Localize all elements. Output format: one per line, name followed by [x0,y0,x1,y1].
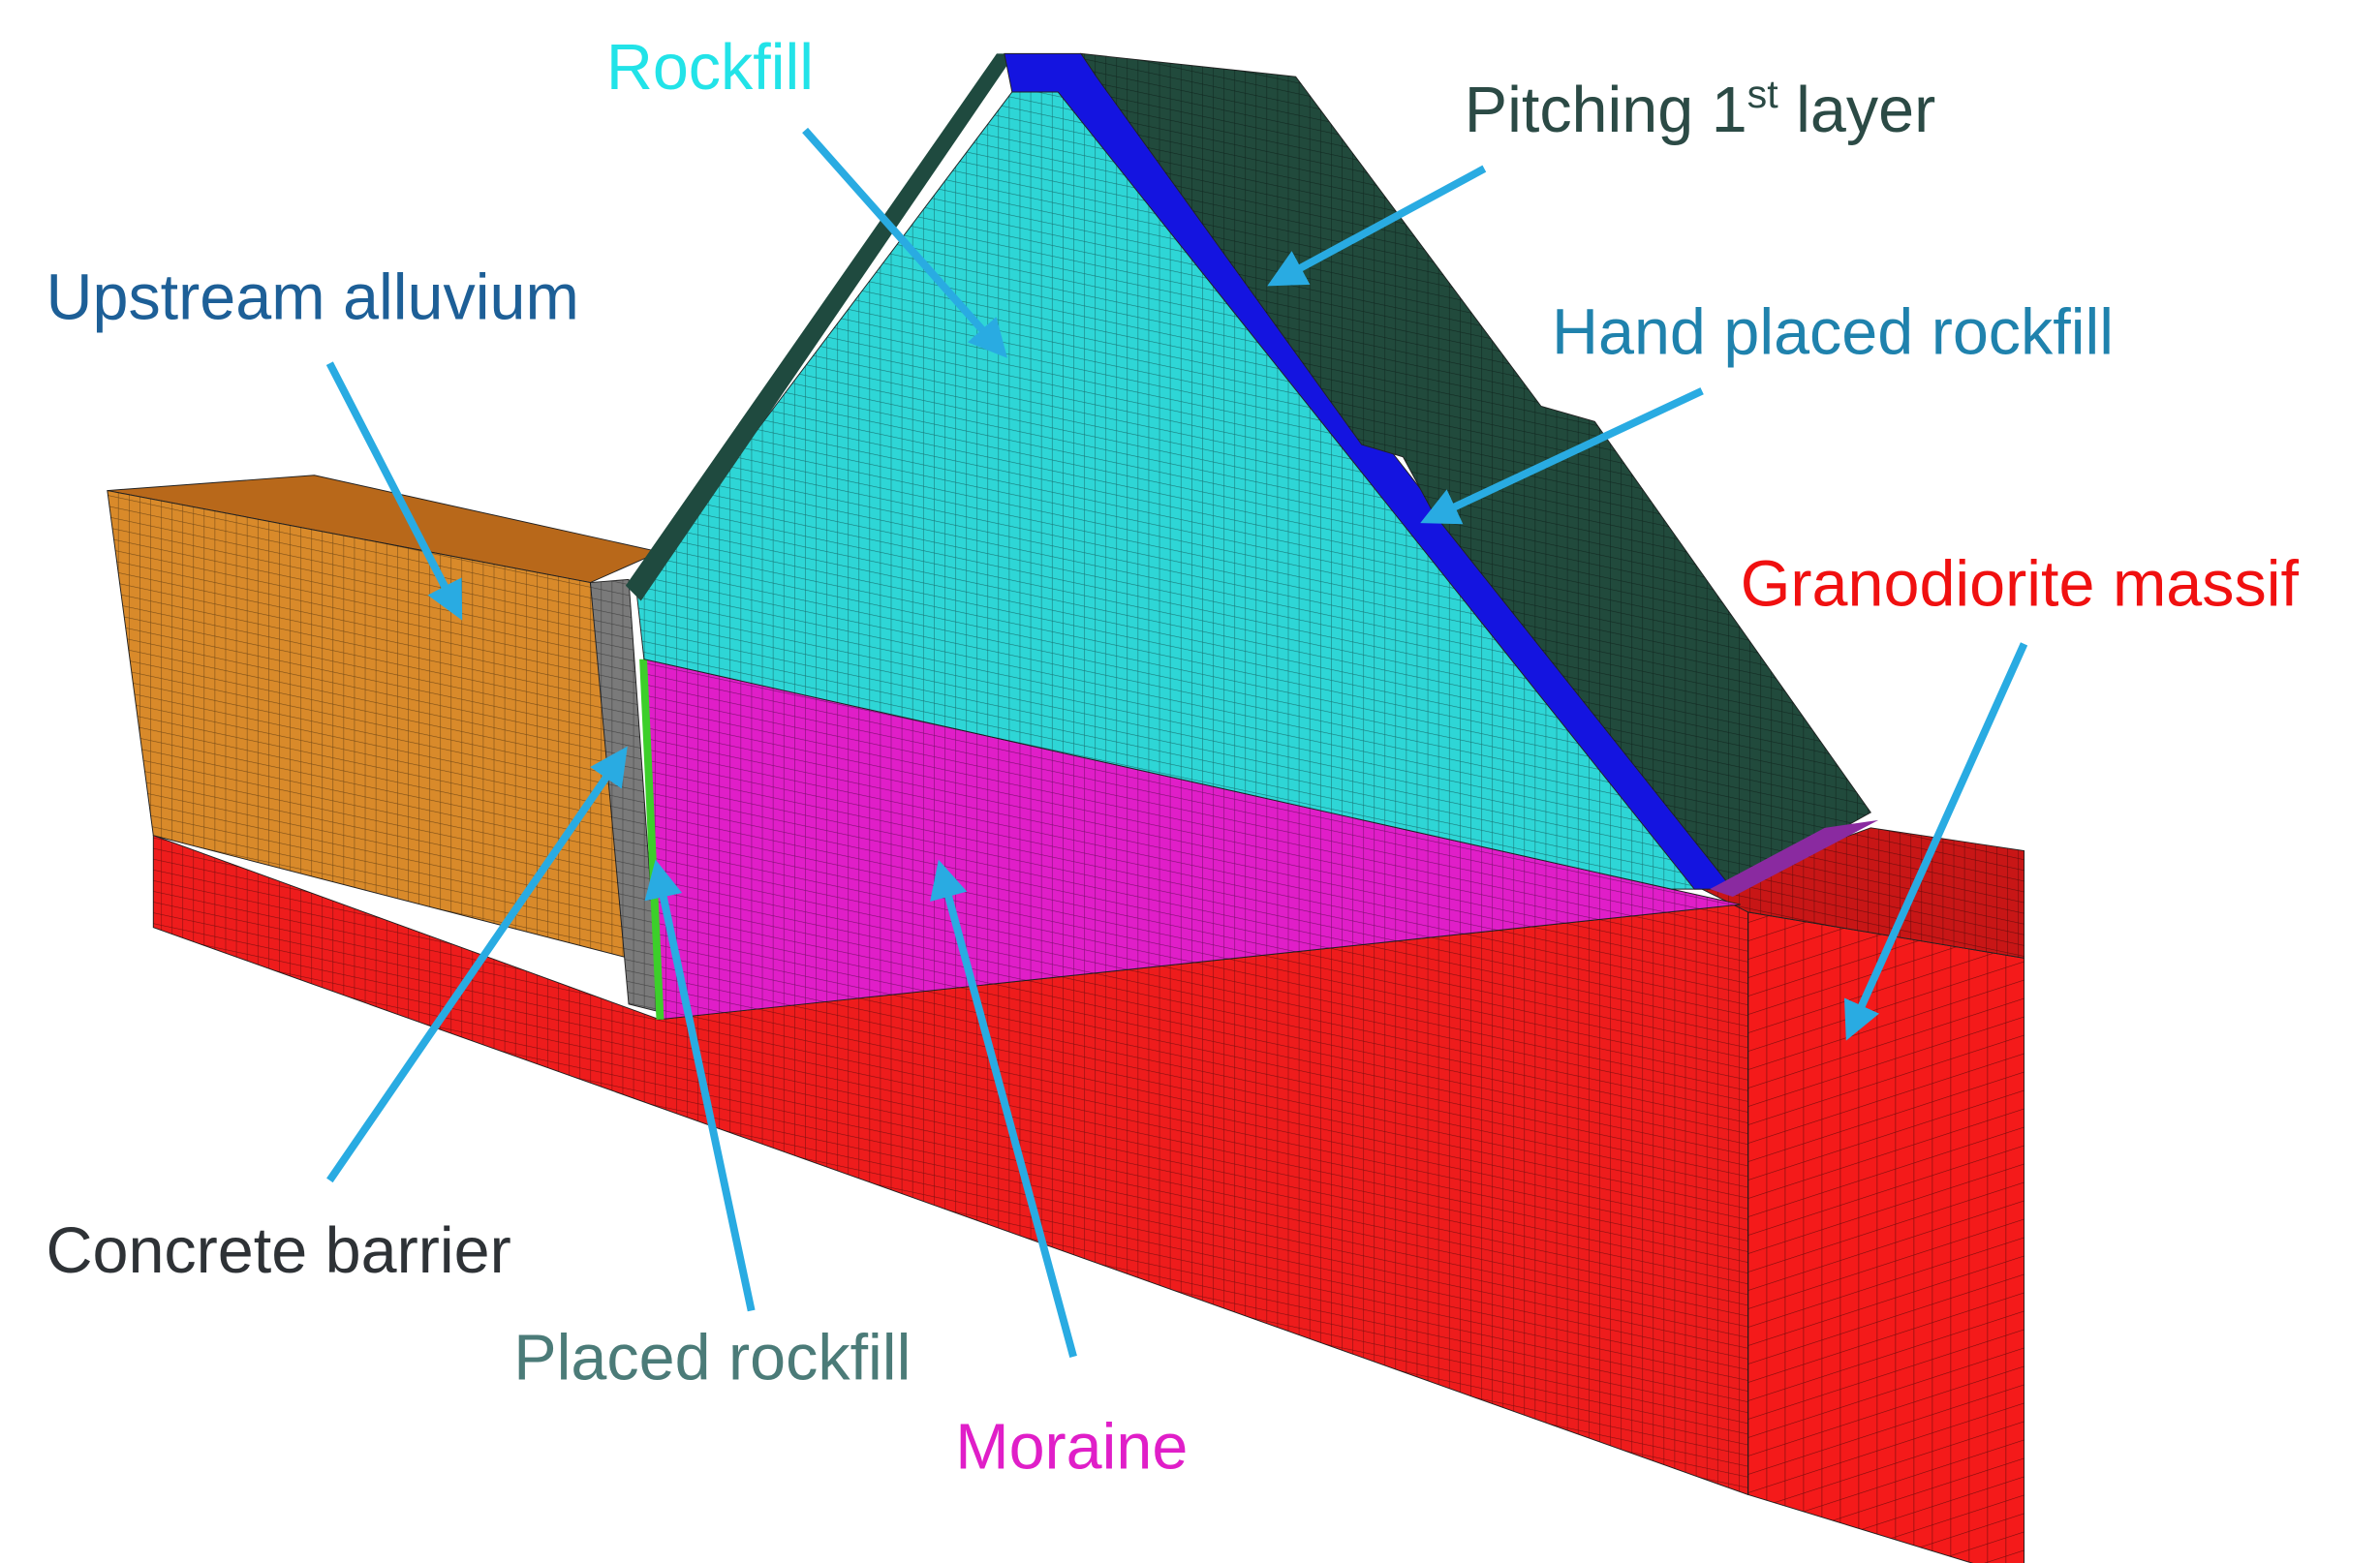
mesh-overlay [153,835,1748,1495]
label: Granodiorite massif [1741,548,2300,620]
label: Hand placed rockfill [1552,297,2114,369]
upstream-edge [625,53,1015,601]
arrow [644,859,756,1312]
arrow [1267,165,1487,287]
placed-rockfill-strip [639,659,665,1020]
arrow [326,746,628,1183]
mesh-overlay [635,91,1703,890]
mesh-overlay [590,579,660,1012]
mesh-overlay [107,490,630,959]
label: Upstream alluvium [46,261,578,333]
mesh-overlay [1747,911,2025,1563]
arrow [1420,387,1704,525]
mesh-model: Rockfill Pitching 1st layer Upstream all… [46,32,2300,1563]
label: Rockfill [606,32,814,104]
label-part: Pitching 1 [1465,75,1747,146]
label: Pitching 1st layer [1465,72,1935,146]
label-part: layer [1778,75,1936,146]
label: Placed rockfill [513,1323,911,1394]
mesh-overlay [643,659,1741,1020]
pitching-toe [1710,819,1879,898]
arrow [325,361,463,621]
arrow [930,859,1077,1358]
label: Moraine [955,1412,1188,1484]
arrow [1843,642,2028,1041]
label: Concrete barrier [46,1215,510,1287]
label-superscript: st [1747,72,1779,116]
arrow [802,127,1007,358]
